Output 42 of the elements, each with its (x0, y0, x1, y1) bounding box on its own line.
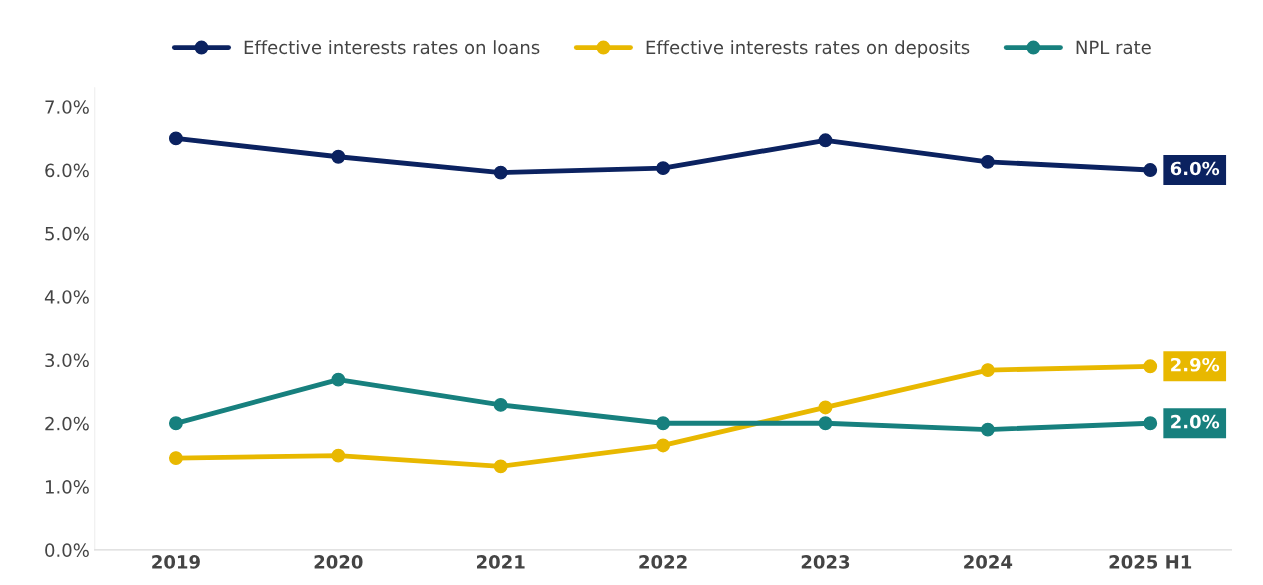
x-tick-label: 2019 (152, 555, 200, 569)
point (818, 416, 833, 431)
y-tick-label: 7.0% (45, 100, 89, 114)
point (168, 451, 183, 466)
point (980, 363, 995, 378)
point (1143, 359, 1158, 374)
legend-label: Effective interests rates on deposits (646, 40, 970, 58)
point (493, 165, 508, 180)
x-tick-label: 2020 (314, 555, 363, 569)
x-tick-label: 2025 H1 (1109, 555, 1192, 569)
data-label: 2.9% (1171, 357, 1220, 372)
y-tick-label: 4.0% (44, 290, 89, 304)
data-label: 6.0% (1170, 161, 1220, 176)
y-tick-label: 2.0% (45, 416, 89, 431)
point (168, 131, 183, 146)
data-label: 2.0% (1171, 414, 1220, 429)
point (493, 459, 508, 474)
point (331, 372, 346, 387)
point (656, 416, 671, 431)
legend-label: NPL rate (1076, 40, 1151, 55)
point (168, 416, 183, 431)
y-tick-label: 0.0% (45, 543, 89, 558)
point (818, 400, 833, 415)
y-tick-label: 6.0% (45, 163, 89, 178)
point (980, 154, 995, 169)
point (331, 149, 346, 164)
legend-label: Effective interests rates on loans (244, 40, 540, 55)
point (331, 448, 346, 463)
y-tick-label: 1.0% (45, 480, 89, 494)
x-tick-label: 2021 (476, 555, 525, 569)
point (656, 161, 671, 176)
point (656, 438, 671, 453)
x-tick-label: 2022 (639, 555, 687, 569)
y-tick-label: 5.0% (45, 226, 89, 241)
x-tick-label: 2023 (801, 555, 850, 569)
point (980, 422, 995, 437)
point (818, 133, 833, 148)
point (1143, 416, 1158, 431)
x-tick-label: 2024 (964, 555, 1013, 569)
point (1143, 163, 1158, 177)
point (493, 397, 508, 412)
y-tick-label: 3.0% (45, 353, 89, 368)
